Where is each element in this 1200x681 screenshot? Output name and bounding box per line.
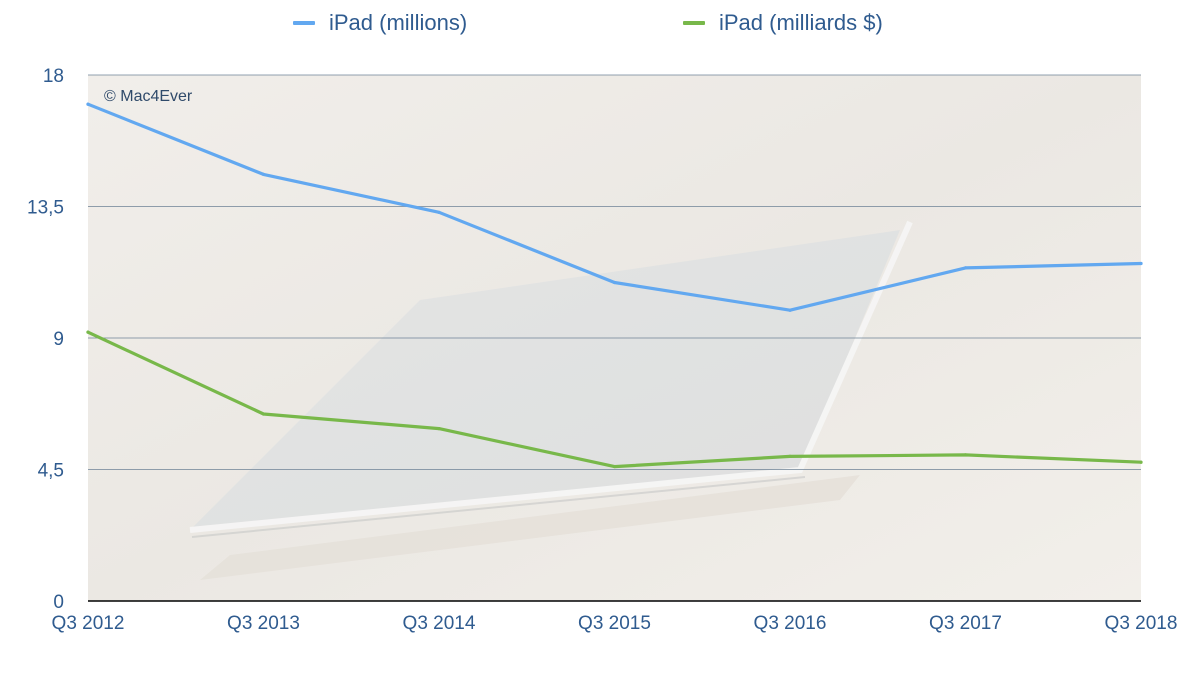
- x-tick-label: Q3 2018: [1105, 613, 1178, 634]
- tablet-photo-background: [189, 220, 913, 580]
- x-tick-label: Q3 2016: [754, 613, 827, 634]
- data-point: [261, 412, 266, 416]
- data-point: [437, 426, 441, 431]
- x-tick-label: Q3 2017: [929, 613, 1002, 634]
- legend-item-ipad-revenue: iPad (milliards $): [683, 10, 883, 36]
- legend-label-ipad-revenue: iPad (milliards $): [719, 10, 883, 35]
- legend: iPad (millions) iPad (milliards $): [0, 10, 1200, 40]
- data-point: [86, 330, 90, 334]
- y-tick-label: 0: [53, 592, 64, 613]
- legend-swatch-ipad-revenue: [683, 21, 705, 25]
- legend-label-ipad-units: iPad (millions): [329, 10, 468, 35]
- data-point: [261, 172, 266, 176]
- watermark: © Mac4Ever: [104, 88, 193, 105]
- x-tick-label: Q3 2012: [52, 613, 125, 634]
- data-point: [788, 454, 792, 458]
- legend-swatch-ipad-units: [293, 21, 315, 25]
- x-tick-label: Q3 2013: [227, 613, 300, 634]
- data-point: [612, 464, 617, 469]
- y-tick-label: 13,5: [27, 198, 64, 219]
- data-point: [86, 102, 90, 106]
- x-axis-ticks: Q3 2012 Q3 2013 Q3 2014 Q3 2015 Q3 2016 Q3 20…: [52, 613, 1178, 634]
- x-tick-label: Q3 2015: [578, 613, 651, 634]
- data-point: [788, 308, 792, 312]
- data-point: [1139, 460, 1143, 464]
- y-tick-label: 4,5: [38, 461, 64, 482]
- y-tick-label: 18: [43, 66, 64, 87]
- data-point: [963, 453, 968, 457]
- data-point: [1139, 261, 1143, 266]
- series-layer: [86, 102, 1143, 469]
- x-tick-label: Q3 2014: [403, 613, 476, 634]
- grid-lines: [88, 74, 1141, 602]
- data-point: [963, 266, 968, 270]
- data-point: [612, 280, 617, 285]
- y-tick-label: 9: [53, 329, 64, 350]
- data-point: [437, 210, 441, 214]
- y-axis-ticks: 0 4,5 9 13,5 18: [27, 66, 64, 613]
- legend-item-ipad-units: iPad (millions): [293, 10, 467, 36]
